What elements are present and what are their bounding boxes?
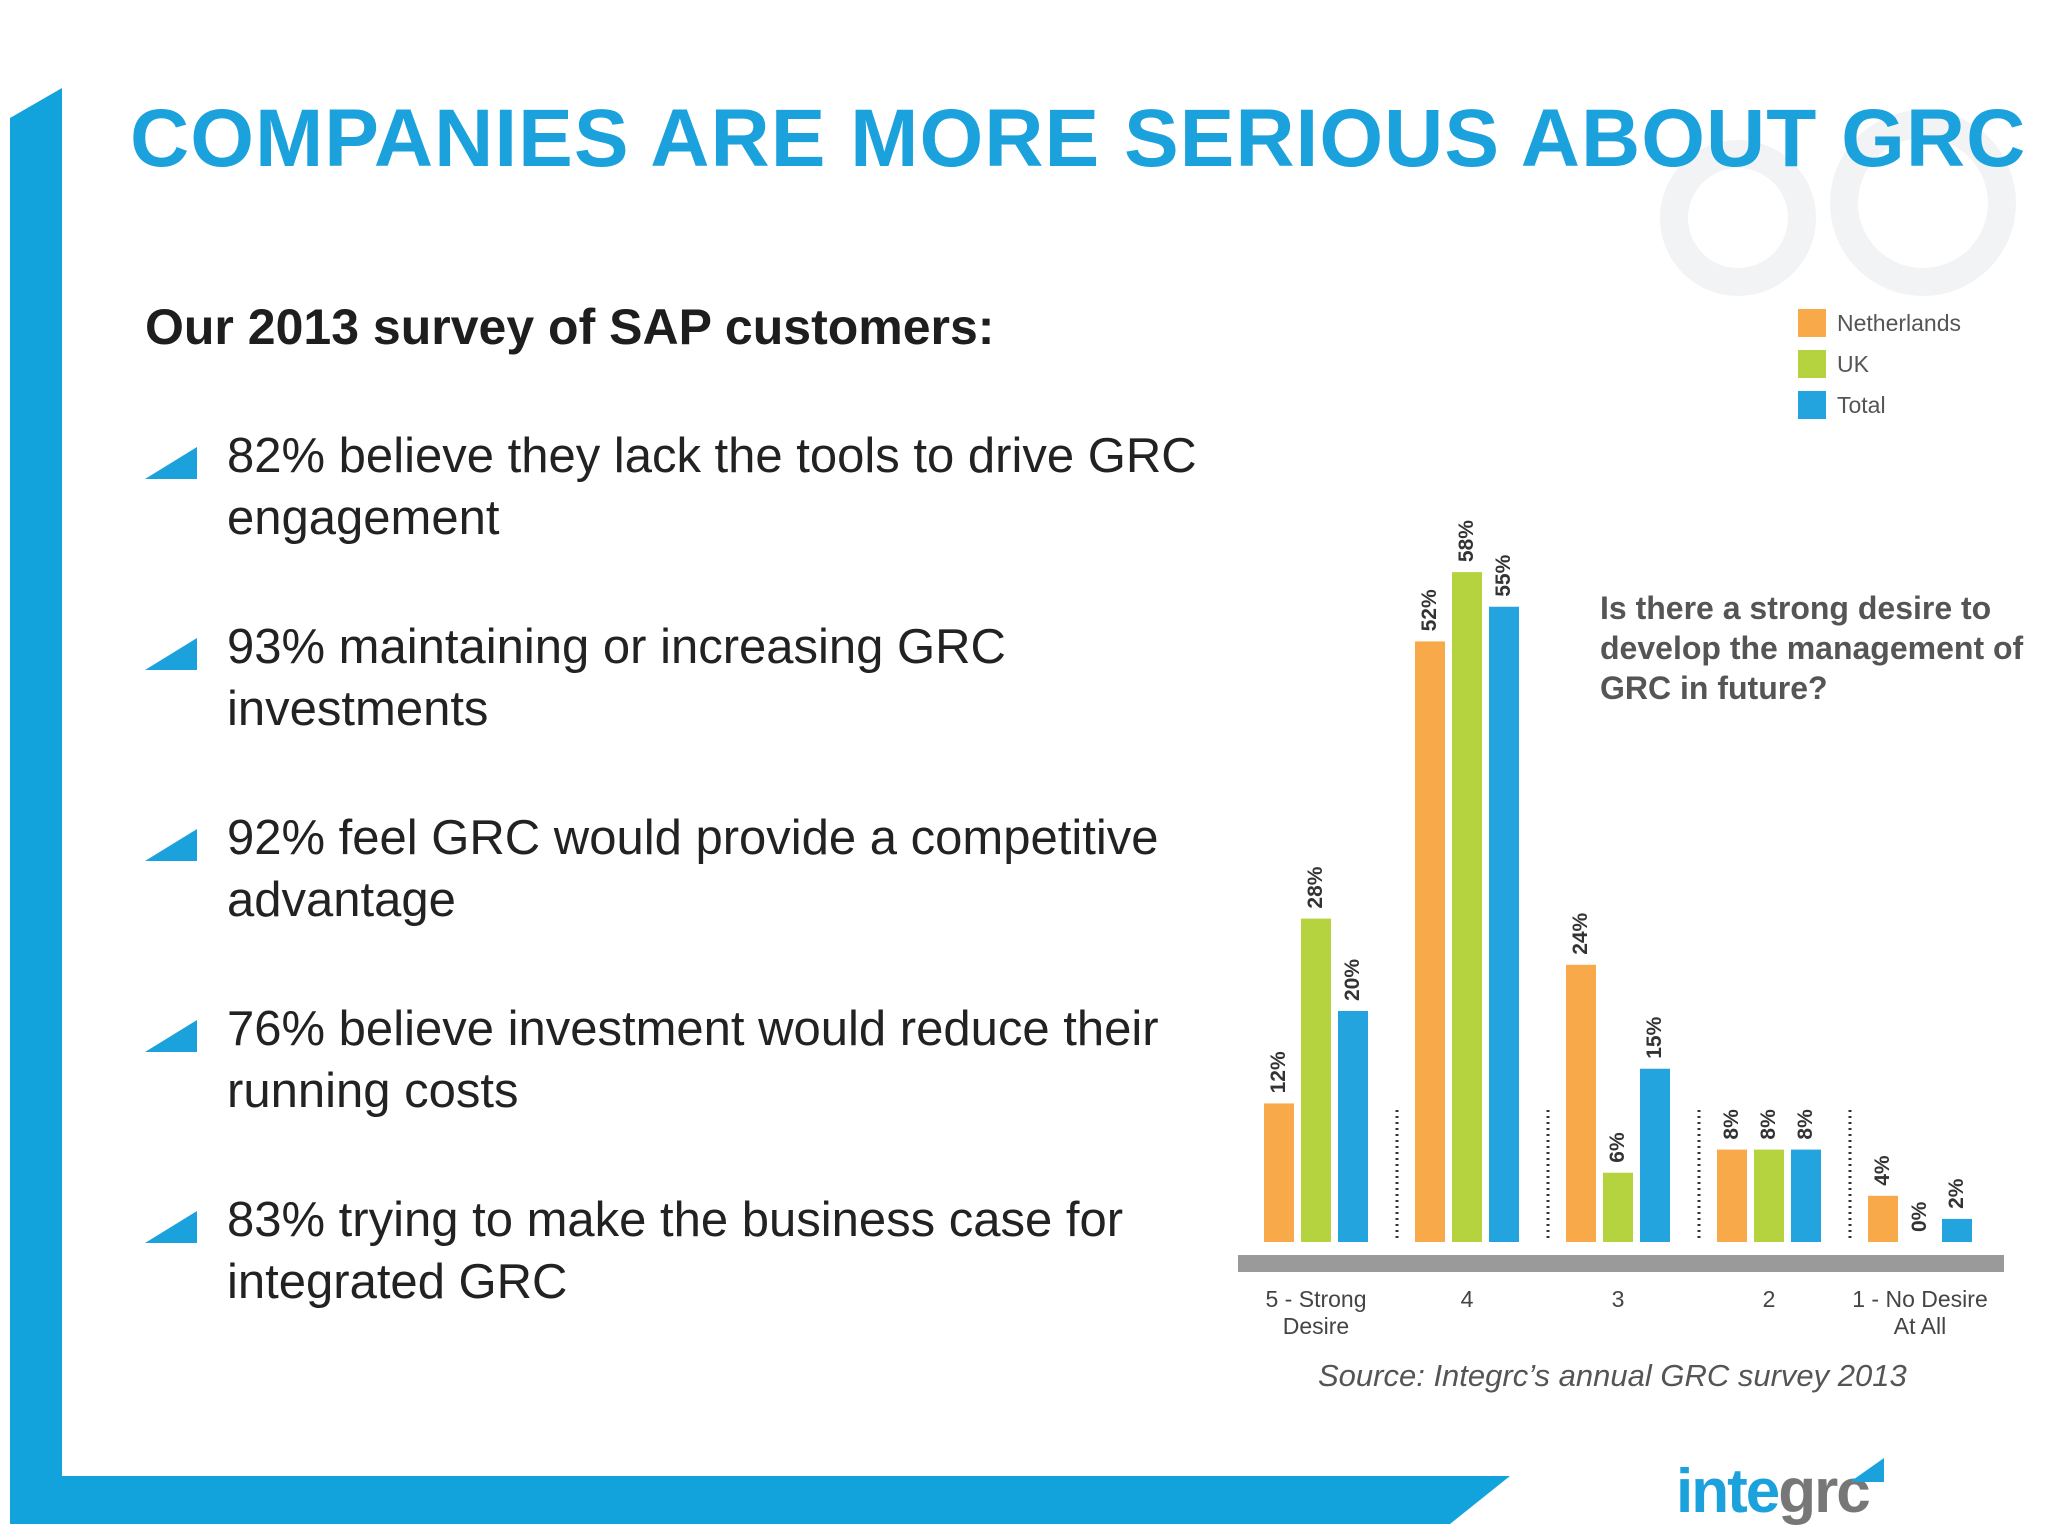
data-label: 4% [1871,1155,1894,1186]
x-tick-label: 1 - No Desire At All [1852,1286,1987,1339]
data-label: 6% [1606,1132,1629,1163]
data-label: 12% [1267,1051,1290,1093]
bar-uk-1 [1452,572,1482,1242]
bar-total-0 [1338,1011,1368,1242]
bar-total-1 [1489,606,1519,1242]
bar-netherlands-0 [1264,1103,1294,1242]
bar-total-4 [1942,1218,1972,1242]
bar-total-3 [1791,1149,1821,1242]
x-tick-label: 4 [1461,1286,1474,1312]
legend-label: UK [1837,351,1870,377]
bar-netherlands-4 [1868,1195,1898,1242]
data-label: 58% [1455,520,1478,562]
bullet-item: 93% maintaining or increasing GRC invest… [145,616,1195,807]
bullet-item: 83% trying to make the business case for… [145,1189,1195,1380]
data-label: 20% [1341,959,1364,1001]
legend-label: Total [1837,392,1886,418]
legend-swatch-uk [1798,350,1826,378]
bar-uk-0 [1301,918,1331,1242]
survey-subtitle: Our 2013 survey of SAP customers: [145,299,995,355]
data-label: 0% [1908,1201,1931,1232]
legend-swatch-total [1798,391,1826,419]
bar-total-2 [1640,1068,1670,1242]
bullet-text: 82% believe they lack the tools to drive… [227,429,1197,545]
bullet-item: 92% feel GRC would provide a competitive… [145,807,1195,998]
data-label: 8% [1757,1109,1780,1140]
chart-title: Is there a strong desire to develop the … [1600,590,2024,706]
bullet-text: 93% maintaining or increasing GRC invest… [227,620,1006,736]
bullet-list: 82% believe they lack the tools to drive… [145,425,1197,1380]
bullet-text: 83% trying to make the business case for… [227,1193,1124,1309]
data-label: 8% [1794,1109,1817,1140]
data-label: 15% [1643,1016,1666,1058]
x-tick-label: 2 [1763,1286,1776,1312]
x-tick-label: 3 [1612,1286,1625,1312]
legend-label: Netherlands [1837,310,1961,336]
legend-swatch-netherlands [1798,309,1826,337]
bar-netherlands-3 [1717,1149,1747,1242]
x-axis-band [1238,1255,2004,1272]
bar-uk-2 [1603,1172,1633,1242]
bar-netherlands-1 [1415,641,1445,1242]
slide-title: COMPANIES ARE MORE SERIOUS ABOUT GRC [130,93,2027,184]
bar-uk-3 [1754,1149,1784,1242]
bullet-item: 82% believe they lack the tools to drive… [145,425,1197,616]
data-label: 52% [1418,589,1441,631]
data-label: 24% [1569,912,1592,954]
x-tick-label: 5 - Strong Desire [1266,1286,1367,1339]
integrc-logo: integrc [1676,1457,1871,1526]
source-note: Source: Integrc’s annual GRC survey 2013 [1318,1358,1907,1393]
data-label: 28% [1304,866,1327,908]
bullet-text: 92% feel GRC would provide a competitive… [227,811,1159,927]
bullet-item: 76% believe investment would reduce thei… [145,998,1195,1189]
data-label: 2% [1945,1178,1968,1209]
bar-netherlands-2 [1566,964,1596,1242]
data-label: 55% [1492,554,1515,596]
bullet-text: 76% believe investment would reduce thei… [227,1002,1159,1118]
frame-bottom-bar [10,1476,1510,1524]
frame-left-bar [10,88,62,1508]
data-label: 8% [1720,1109,1743,1140]
